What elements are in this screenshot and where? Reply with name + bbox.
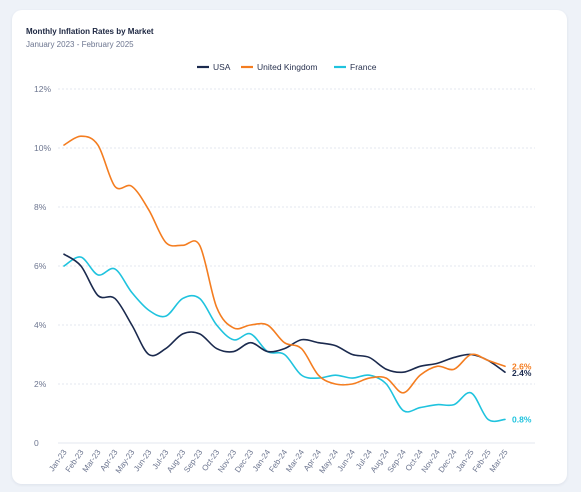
legend-item-france[interactable]: France [334, 62, 377, 72]
x-tick-label: Dec-23 [233, 448, 255, 475]
chart-title: Monthly Inflation Rates by Market [26, 27, 154, 36]
y-tick-label: 0 [34, 438, 39, 448]
y-tick-label: 4% [34, 320, 47, 330]
x-axis-labels: Jan-23Feb-23Mar-23Apr-23May-23Jun-23Jul-… [47, 448, 510, 475]
legend[interactable]: USA United Kingdom France [197, 62, 377, 72]
end-value-label: 2.4% [512, 368, 532, 378]
series-line-usa [63, 253, 506, 374]
legend-label: United Kingdom [257, 62, 317, 72]
legend-label: USA [213, 62, 231, 72]
legend-item-united-kingdom[interactable]: United Kingdom [241, 62, 317, 72]
y-axis-labels: 0 2% 4% 6% 8% 10% 12% [34, 84, 51, 448]
x-tick-label: Mar-23 [81, 448, 103, 474]
y-tick-label: 6% [34, 261, 47, 271]
legend-item-usa[interactable]: USA [197, 62, 231, 72]
x-tick-label: Sep-24 [386, 448, 408, 475]
series-lines [63, 135, 506, 423]
end-value-label: 2.6% [512, 361, 532, 371]
x-tick-label: Sep-23 [182, 448, 204, 475]
end-labels: 2.4%2.6% 0.8% [512, 361, 532, 424]
x-tick-label: Jun-24 [336, 448, 358, 474]
legend-label: France [350, 62, 377, 72]
series-line-united-kingdom [63, 135, 506, 394]
y-tick-label: 2% [34, 379, 47, 389]
x-tick-label: Mar-24 [284, 448, 306, 474]
y-tick-label: 10% [34, 143, 51, 153]
x-tick-label: Jun-23 [132, 448, 154, 474]
x-tick-label: Mar-25 [488, 448, 510, 474]
x-tick-label: Dec-24 [437, 448, 459, 475]
gridlines [58, 88, 535, 444]
series-line-france [63, 256, 506, 423]
chart-subtitle: January 2023 - February 2025 [26, 40, 134, 49]
y-tick-label: 8% [34, 202, 47, 212]
end-value-label: 0.8% [512, 414, 532, 424]
y-tick-label: 12% [34, 84, 51, 94]
